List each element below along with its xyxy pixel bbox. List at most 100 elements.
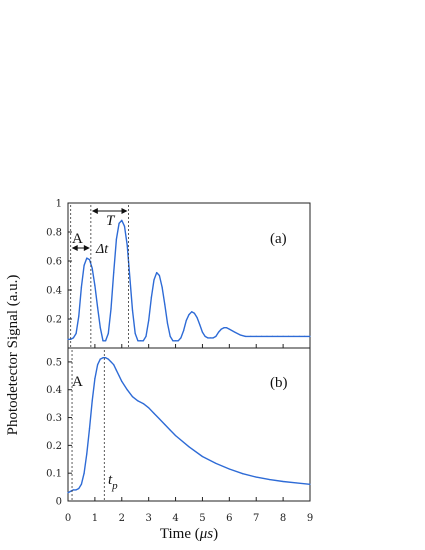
data-point (172, 340, 174, 342)
x-tick-label: 9 (307, 513, 313, 524)
data-point (80, 483, 83, 485)
data-point (169, 429, 171, 431)
panel-b-frame (67, 347, 311, 502)
panel-b-marks (67, 350, 311, 501)
data-point (199, 324, 201, 326)
data-point (298, 335, 300, 337)
data-point (91, 400, 93, 402)
data-point (239, 334, 241, 336)
data-point (113, 272, 115, 274)
data-point (115, 238, 117, 240)
y-tick-label: 0.2 (46, 441, 62, 452)
data-point (126, 244, 128, 246)
peak-time-label: tp (108, 472, 118, 492)
data-point (220, 328, 222, 330)
data-point (177, 340, 179, 342)
data-point (78, 315, 80, 317)
data-point (72, 489, 74, 491)
data-point (287, 335, 290, 337)
data-point (166, 322, 169, 324)
data-point (212, 337, 214, 339)
data-point (174, 435, 177, 437)
data-point (164, 303, 166, 306)
data-point (269, 478, 271, 481)
data-point (266, 335, 268, 337)
x-tick-label: 6 (226, 513, 232, 524)
y-tick-label: 0.4 (46, 385, 62, 396)
data-point (72, 337, 74, 339)
y-tick-label: 0.8 (46, 228, 62, 239)
data-point (102, 340, 104, 342)
x-tick-label: 7 (253, 513, 259, 524)
data-point (226, 327, 228, 329)
x-axis-label-close: ) (213, 526, 218, 542)
data-point (121, 219, 123, 221)
data-point (110, 308, 112, 310)
data-point (204, 335, 206, 337)
data-point (83, 264, 85, 266)
data-point (223, 327, 225, 329)
arrowhead (91, 208, 98, 214)
data-point (75, 489, 77, 491)
data-point (309, 335, 311, 337)
y-tick-label: 1 (56, 199, 62, 210)
data-point (118, 222, 120, 224)
data-point (94, 378, 96, 380)
arrowhead (83, 245, 90, 251)
data-point (277, 335, 279, 337)
data-point (309, 483, 311, 485)
data-point (217, 331, 220, 333)
data-point (115, 369, 117, 371)
data-point (99, 358, 101, 360)
data-point (244, 335, 247, 337)
panel-a-marks (67, 205, 311, 348)
data-point (215, 462, 217, 465)
data-point (183, 330, 185, 332)
data-point (234, 331, 236, 333)
data-point (129, 276, 131, 278)
data-point (188, 446, 190, 448)
data-point (94, 285, 96, 287)
data-point (86, 453, 88, 455)
data-point (80, 286, 83, 288)
data-point (153, 412, 155, 414)
data-point (137, 340, 139, 342)
data-point (148, 319, 150, 322)
data-point (96, 364, 99, 366)
arrowhead (71, 245, 78, 251)
data-point (228, 328, 230, 330)
data-point (207, 337, 209, 339)
data-point (153, 279, 155, 281)
x-tick-label: 8 (280, 513, 286, 524)
x-axis-label-unit: μs (199, 526, 214, 542)
data-point (86, 257, 88, 259)
y-tick-label: 0.2 (46, 315, 62, 326)
data-point (201, 455, 204, 458)
data-point (164, 423, 166, 426)
data-point (209, 337, 212, 339)
data-point (105, 357, 107, 359)
data-point (142, 340, 144, 342)
data-point (228, 468, 230, 470)
data-point (118, 375, 120, 377)
data-point (193, 312, 195, 314)
data-point (201, 331, 204, 333)
panel-a-frame (67, 202, 311, 349)
peak-time-base: t (108, 472, 113, 488)
data-point (145, 335, 147, 337)
data-point (282, 480, 284, 483)
data-point (75, 332, 77, 335)
data-point (88, 258, 91, 261)
data-point (156, 272, 158, 274)
data-point (242, 473, 244, 475)
data-point (250, 335, 252, 337)
data-point (123, 225, 126, 227)
data-point (191, 311, 193, 313)
data-point (255, 335, 257, 337)
data-point (215, 335, 217, 337)
panel-b-label: (b) (270, 375, 288, 391)
x-axis-label-text: Time ( (160, 526, 200, 542)
data-point (83, 472, 85, 474)
arrowhead (121, 208, 128, 214)
data-point (169, 335, 171, 337)
